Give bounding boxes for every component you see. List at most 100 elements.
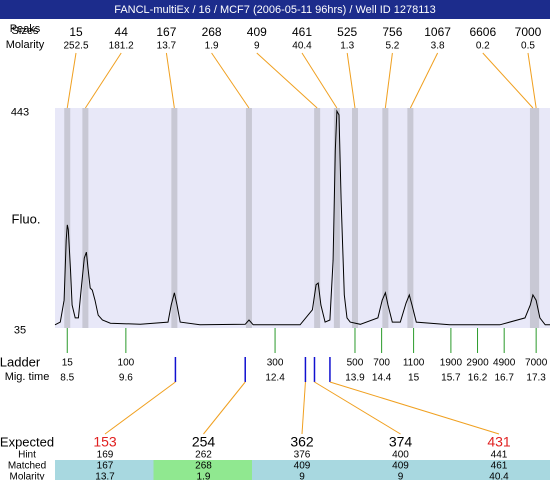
peak-connector bbox=[66, 52, 77, 109]
peak-connector bbox=[301, 52, 338, 109]
molarity: 9 bbox=[299, 472, 305, 480]
cell-bg bbox=[252, 460, 351, 480]
peak-size: 461 bbox=[292, 25, 312, 39]
ladder-time: 17.3 bbox=[526, 373, 546, 384]
peak-connector bbox=[482, 52, 534, 109]
peak-band bbox=[314, 108, 321, 328]
ladder-time: 8.5 bbox=[60, 373, 74, 384]
expected: 153 bbox=[93, 434, 117, 450]
peak-molarity: 1.9 bbox=[205, 41, 219, 52]
peak-size: 167 bbox=[156, 25, 176, 39]
peak-connector bbox=[384, 52, 393, 109]
ladder-size: 7000 bbox=[525, 358, 548, 369]
peak-connector bbox=[211, 52, 250, 109]
peak-band bbox=[407, 108, 414, 328]
expected: 431 bbox=[487, 434, 511, 450]
row-label: Expected bbox=[0, 434, 54, 449]
title-bar bbox=[0, 0, 550, 19]
cell-bg bbox=[350, 460, 449, 480]
row-label: Molarity bbox=[9, 472, 44, 480]
ladder-time: 9.6 bbox=[119, 373, 133, 384]
mig-time-label: Mig. time bbox=[5, 371, 50, 383]
peak-band bbox=[333, 108, 340, 328]
molarity: 9 bbox=[398, 472, 404, 480]
peak-size: 268 bbox=[202, 25, 222, 39]
hint: 441 bbox=[491, 450, 508, 461]
peak-molarity: 252.5 bbox=[63, 41, 88, 52]
ladder-time: 16.2 bbox=[468, 373, 488, 384]
ladder-size: 1900 bbox=[440, 358, 463, 369]
peak-size: 44 bbox=[115, 25, 129, 39]
cell-bg bbox=[153, 460, 252, 480]
title: FANCL-multiEx / 16 / MCF7 (2006-05-11 96… bbox=[114, 4, 436, 16]
hint: 400 bbox=[392, 450, 409, 461]
peak-molarity: 1.3 bbox=[340, 41, 354, 52]
peak-molarity: 0.2 bbox=[476, 41, 490, 52]
matched: 409 bbox=[294, 461, 311, 472]
expected: 362 bbox=[290, 434, 314, 450]
ladder-label: Ladder bbox=[0, 354, 41, 369]
molarity: 40.4 bbox=[489, 472, 509, 480]
cell-bg bbox=[55, 460, 154, 480]
match-connector bbox=[301, 381, 306, 435]
ladder-time: 15 bbox=[408, 373, 420, 384]
ladder-size: 2900 bbox=[466, 358, 489, 369]
y-axis-label: Fluo. bbox=[12, 211, 41, 226]
hint: 376 bbox=[294, 450, 311, 461]
peak-band bbox=[64, 108, 71, 328]
peak-molarity: 13.7 bbox=[157, 41, 177, 52]
peak-molarity: 3.8 bbox=[431, 41, 445, 52]
peak-molarity: 9 bbox=[254, 41, 260, 52]
ladder-size: 300 bbox=[267, 358, 284, 369]
hint: 262 bbox=[195, 450, 212, 461]
matched: 409 bbox=[392, 461, 409, 472]
ladder-time: 14.4 bbox=[372, 373, 392, 384]
peak-size: 525 bbox=[337, 25, 357, 39]
ladder-size: 700 bbox=[373, 358, 390, 369]
ladder-size: 100 bbox=[118, 358, 135, 369]
peak-connector bbox=[346, 52, 356, 109]
y-tick-label: 443 bbox=[11, 107, 29, 119]
peak-band bbox=[82, 108, 89, 328]
peak-molarity: 40.4 bbox=[292, 41, 312, 52]
peak-band bbox=[533, 108, 540, 328]
match-connector bbox=[104, 381, 176, 435]
peak-band bbox=[171, 108, 178, 328]
peak-band bbox=[382, 108, 389, 328]
row-label: Hint bbox=[18, 450, 36, 461]
peak-size: 1067 bbox=[424, 25, 451, 39]
row-label: Matched bbox=[8, 461, 46, 472]
ladder-size: 15 bbox=[62, 358, 74, 369]
molarity-header: Molarity bbox=[6, 39, 45, 51]
match-connector bbox=[203, 381, 246, 435]
ladder-time: 15.7 bbox=[441, 373, 461, 384]
ladder-size: 1100 bbox=[403, 358, 425, 369]
ladder-time: 16.7 bbox=[494, 373, 514, 384]
peak-size: 409 bbox=[247, 25, 267, 39]
peaks-header: Peaks bbox=[10, 23, 41, 35]
sizes-header: Sizes bbox=[12, 25, 39, 37]
peak-molarity: 0.5 bbox=[521, 41, 535, 52]
hint: 169 bbox=[97, 450, 114, 461]
peak-size: 7000 bbox=[515, 25, 542, 39]
molarity: 13.7 bbox=[95, 472, 115, 480]
plot-area bbox=[55, 108, 550, 328]
peak-molarity: 181.2 bbox=[109, 41, 134, 52]
peak-band bbox=[529, 108, 536, 328]
molarity: 1.9 bbox=[197, 472, 211, 480]
peak-connector bbox=[409, 52, 439, 109]
peak-size: 6606 bbox=[469, 25, 496, 39]
matched: 268 bbox=[195, 461, 212, 472]
peak-connector bbox=[165, 52, 175, 109]
peak-connector bbox=[527, 52, 537, 109]
peak-connector bbox=[84, 52, 122, 109]
trace bbox=[54, 109, 550, 326]
peak-size: 15 bbox=[69, 25, 83, 39]
y-tick-label: 35 bbox=[14, 324, 26, 336]
matched: 461 bbox=[491, 461, 508, 472]
ladder-time: 13.9 bbox=[345, 373, 365, 384]
peak-band bbox=[351, 108, 358, 328]
peak-size: 756 bbox=[382, 25, 402, 39]
